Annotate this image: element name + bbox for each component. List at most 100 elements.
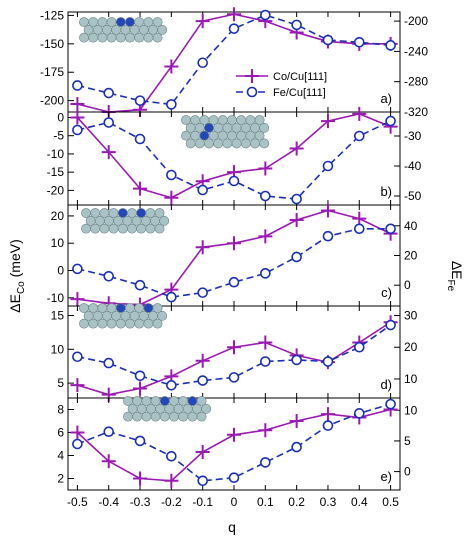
y-axis-right-main: ΔE: [449, 261, 465, 280]
co-data-point: [133, 181, 148, 196]
lattice-atom: [154, 223, 165, 234]
co-data-point: [227, 7, 241, 22]
lattice-atom: [152, 318, 163, 329]
y-tick-label-left: 0: [57, 264, 64, 278]
fe-data-point: [134, 435, 146, 447]
co-data-point: [101, 145, 116, 160]
lattice-atom: [117, 223, 128, 234]
fe-series-line: [77, 227, 391, 298]
lattice-atom: [201, 403, 212, 414]
panel-3: -10 0 10 20 0 20 40 c): [47, 203, 418, 312]
lattice-atom: [88, 32, 99, 43]
fe-data-point: [385, 40, 396, 51]
lattice-atom: [159, 411, 170, 422]
co-data-point: [352, 211, 367, 226]
lattice-atom: [152, 17, 163, 27]
co-data-point: [258, 229, 273, 244]
fe-data-point: [72, 263, 83, 275]
fe-data-point: [385, 115, 396, 127]
fe-data-point: [103, 270, 115, 282]
legend-fe-marker: [246, 86, 258, 98]
fe-data-point: [385, 319, 396, 331]
y-tick-label-left: 6: [57, 426, 64, 440]
y-tick-label-left: -5: [53, 129, 64, 143]
fe-data-point: [228, 23, 240, 34]
lattice-atom: [81, 223, 91, 234]
lattice-atom: [141, 411, 152, 422]
lattice-atom: [106, 318, 117, 329]
lattice-atom: [152, 32, 163, 43]
y-tick-label-right: 10: [404, 403, 418, 417]
x-tick-label: -0.4: [98, 495, 119, 509]
x-tick-label: 0.2: [288, 495, 305, 509]
x-tick-label: -0.1: [192, 495, 213, 509]
fe-data-point: [322, 356, 334, 367]
lattice-inset-image: [79, 303, 168, 329]
fe-data-point: [291, 251, 302, 263]
y-tick-label-right: 5: [404, 434, 411, 448]
co-series-line: [77, 321, 392, 396]
fe-data-point: [322, 230, 334, 242]
fe-data-point: [166, 450, 177, 462]
lattice-atom: [136, 223, 147, 234]
fe-data-point: [134, 95, 146, 106]
lattice-atom: [115, 318, 126, 329]
co-data-point: [164, 190, 179, 205]
y-tick-label-right: -40: [404, 159, 422, 173]
fe-data-point: [260, 356, 271, 367]
co-data-point: [195, 240, 210, 255]
lattice-atom: [106, 32, 117, 43]
y-tick-label-left: 0: [57, 110, 64, 124]
lattice-atom: [185, 138, 196, 149]
lattice-atom: [127, 223, 137, 234]
fe-data-point: [228, 276, 240, 288]
lattice-atom: [97, 32, 108, 43]
co-data-point: [164, 59, 179, 74]
co-data-point: [227, 340, 241, 355]
lattice-inset-image: [81, 208, 170, 234]
fe-data-point: [353, 223, 365, 235]
x-axis-label: q: [228, 519, 236, 535]
lattice-atom: [143, 318, 154, 329]
legend-co-marker: [245, 69, 259, 83]
lattice-atom: [157, 310, 168, 321]
lattice-atom: [108, 223, 119, 234]
fe-data-point: [197, 475, 208, 487]
lattice-atom: [240, 138, 251, 149]
fe-data-point: [72, 80, 83, 91]
fe-data-point: [260, 190, 271, 202]
x-tick-label: -0.5: [67, 495, 88, 509]
panel-label: a): [380, 91, 392, 106]
legend-fe-label: Fe/Cu[111]: [273, 87, 326, 99]
fe-data-point: [291, 193, 302, 205]
co-data-point: [289, 414, 304, 428]
y-tick-label-left: 15: [51, 308, 65, 322]
y-tick-label-right: -200: [404, 14, 428, 28]
y-tick-label-right: -280: [404, 75, 428, 89]
panel-4: 5 10 15 10 20 30 d): [51, 303, 418, 402]
co-data-point: [258, 335, 273, 350]
lattice-inset-image: [123, 396, 212, 422]
y-tick-label-right: 20: [404, 340, 418, 354]
y-tick-label-right: -30: [404, 129, 422, 143]
lattice-atom: [159, 215, 170, 226]
co-data-point: [320, 203, 335, 218]
y-axis-left-unit: (meV): [7, 239, 23, 281]
fe-series-line: [77, 403, 391, 482]
fe-data-point: [322, 420, 334, 431]
y-tick-label-right: 40: [404, 219, 418, 233]
lattice-atom: [97, 318, 108, 329]
lattice-atom: [125, 318, 135, 329]
co-data-point: [195, 14, 210, 29]
co-data-point: [320, 114, 335, 129]
lattice-atom: [90, 223, 101, 234]
y-tick-label-right: -320: [404, 105, 428, 119]
lattice-inset-image: [79, 17, 168, 43]
panel-label: d): [380, 377, 392, 392]
lattice-atom: [88, 318, 99, 329]
lattice-atom: [204, 138, 214, 149]
co-data-point: [70, 292, 85, 307]
lattice-atom: [169, 411, 179, 422]
lattice-atom: [79, 318, 89, 329]
fe-data-point: [291, 441, 302, 453]
